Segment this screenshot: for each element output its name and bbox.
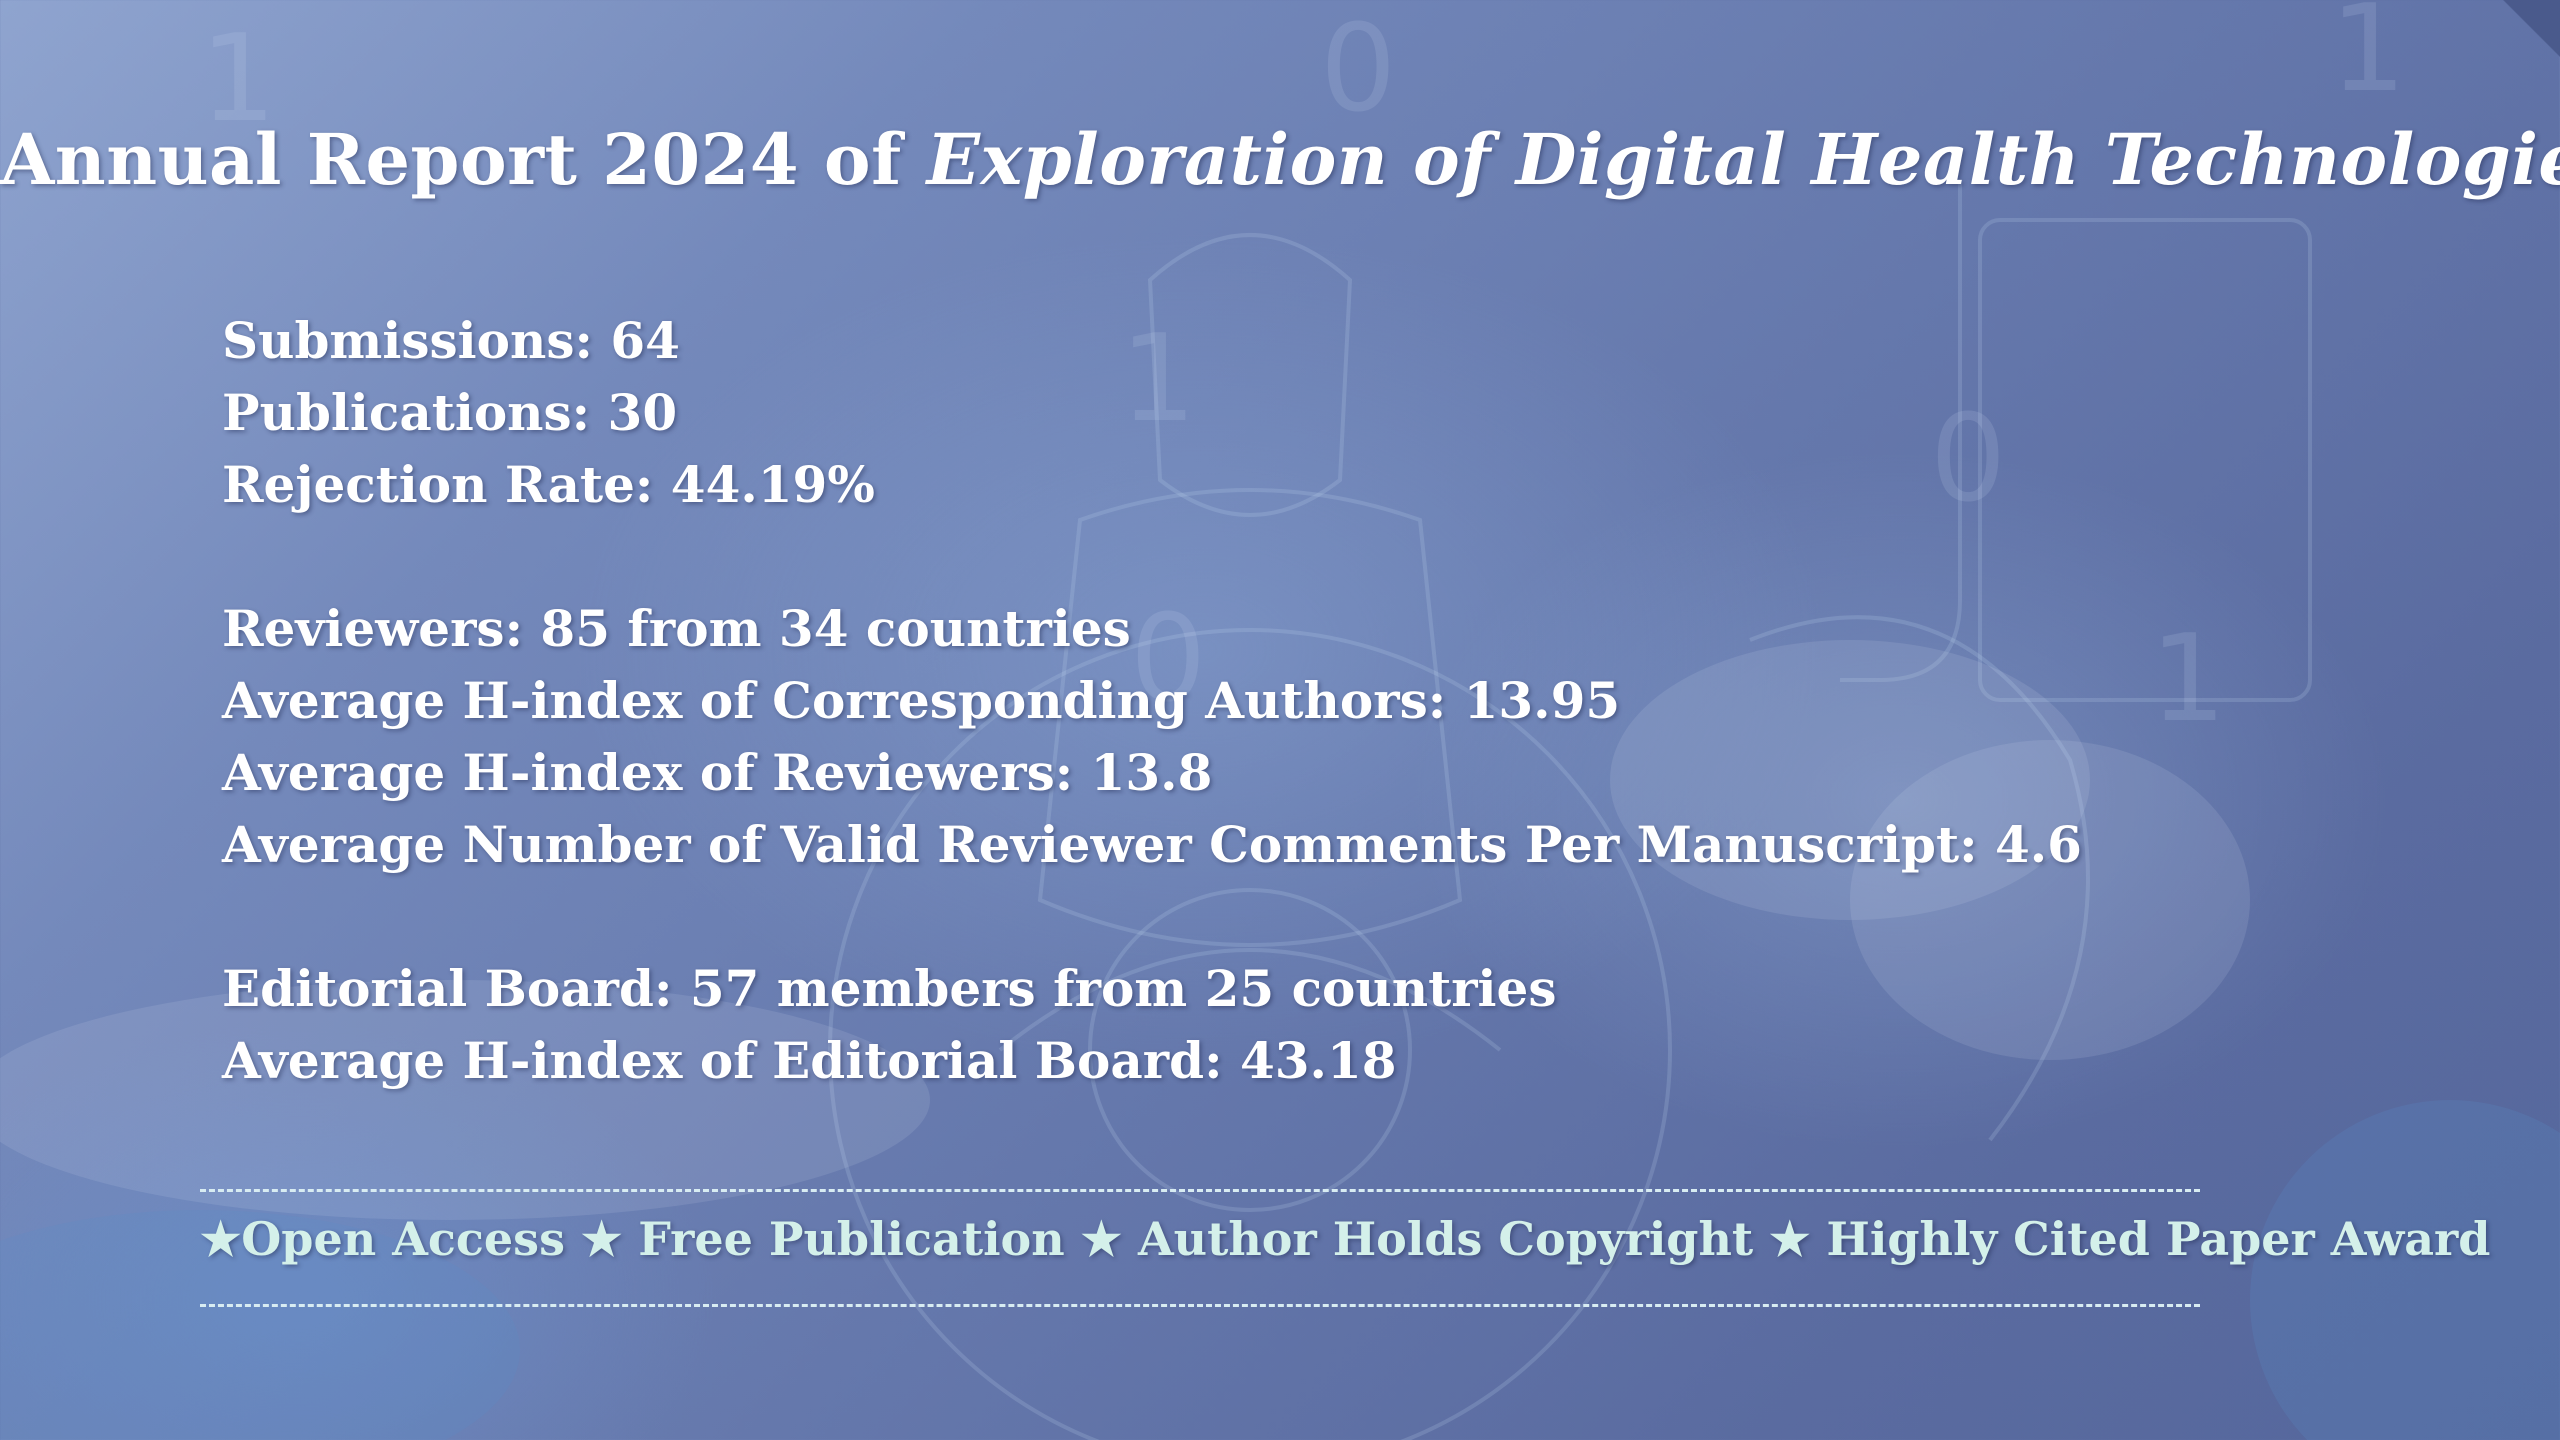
stat-reviewers: Reviewers: 85 from 34 countries <box>222 599 1131 658</box>
stats-spacer <box>222 521 2322 593</box>
svg-text:0: 0 <box>1320 0 1396 139</box>
features-line: ★Open Access ★ Free Publication ★ Author… <box>200 1212 2491 1266</box>
corner-fold <box>2480 0 2560 80</box>
title-prefix: Annual Report 2024 of <box>0 118 927 201</box>
stats-spacer <box>222 881 2322 953</box>
journal-name: Exploration of Digital Health Technologi… <box>926 118 2560 201</box>
stats-list: Submissions: 64 Publications: 30 Rejecti… <box>222 305 2322 1097</box>
svg-text:0: 0 <box>1930 390 2006 529</box>
stat-editorial-board: Editorial Board: 57 members from 25 coun… <box>222 959 1557 1018</box>
svg-text:1: 1 <box>2330 0 2406 119</box>
svg-text:1: 1 <box>200 10 276 149</box>
page-title: Annual Report 2024 of Exploration of Dig… <box>0 118 2560 201</box>
stat-hindex-reviewers: Average H-index of Reviewers: 13.8 <box>222 743 1213 802</box>
stat-submissions: Submissions: 64 <box>222 311 680 370</box>
svg-text:0: 0 <box>1130 590 1206 729</box>
stat-rejection-rate: Rejection Rate: 44.19% <box>222 455 875 514</box>
stat-hindex-corresponding-authors: Average H-index of Corresponding Authors… <box>222 671 1621 730</box>
stat-publications: Publications: 30 <box>222 383 678 442</box>
stat-hindex-editorial-board: Average H-index of Editorial Board: 43.1… <box>222 1031 1397 1090</box>
dashed-divider-top <box>200 1189 2200 1192</box>
svg-text:1: 1 <box>1120 310 1196 449</box>
stat-valid-comments: Average Number of Valid Reviewer Comment… <box>222 815 2082 874</box>
svg-text:1: 1 <box>2150 610 2226 749</box>
dashed-divider-bottom <box>200 1304 2200 1307</box>
